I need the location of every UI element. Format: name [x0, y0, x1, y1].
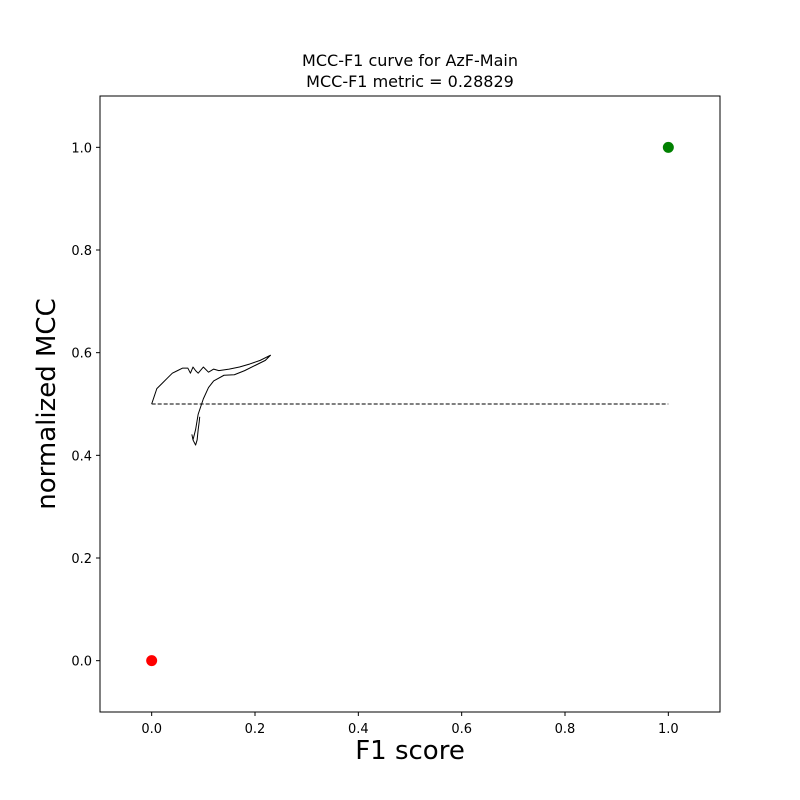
- x-tick-label: 0.6: [451, 722, 472, 737]
- chart-title: MCC-F1 curve for AzF-Main: [302, 51, 518, 70]
- x-axis-label: F1 score: [355, 736, 465, 766]
- y-tick-label: 0.0: [71, 655, 92, 670]
- x-tick-label: 1.0: [658, 722, 679, 737]
- x-tick-label: 0.2: [245, 722, 266, 737]
- y-tick-label: 0.6: [71, 347, 92, 362]
- worst-point-marker: [146, 655, 158, 667]
- x-tick-label: 0.4: [348, 722, 369, 737]
- chart-subtitle: MCC-F1 metric = 0.28829: [306, 72, 514, 91]
- axes-frame: [99, 95, 721, 713]
- x-tick-label: 0.8: [555, 722, 576, 737]
- y-tick-label: 0.4: [71, 449, 92, 464]
- mcc-f1-curve: [151, 354, 271, 446]
- y-axis-label: normalized MCC: [32, 298, 62, 510]
- y-tick-label: 0.8: [71, 244, 92, 259]
- y-tick-label: 0.2: [71, 552, 92, 567]
- best-point-marker: [662, 141, 674, 153]
- x-tick-label: 0.0: [141, 722, 162, 737]
- y-tick-label: 1.0: [71, 141, 92, 156]
